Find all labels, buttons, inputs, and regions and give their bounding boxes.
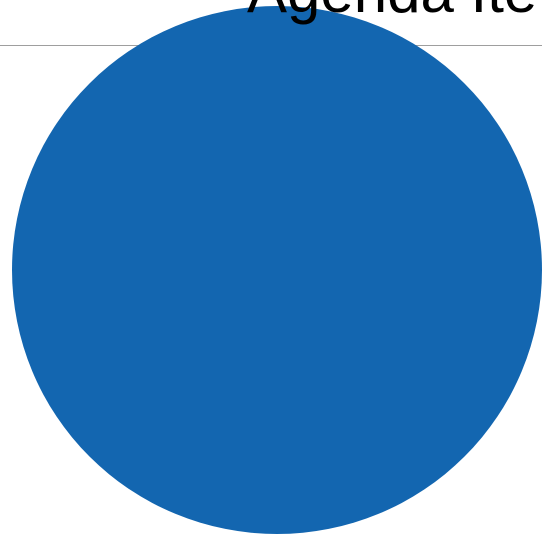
slide-title: Agenda Ite	[247, 0, 537, 22]
circle-shape[interactable]	[12, 6, 542, 534]
